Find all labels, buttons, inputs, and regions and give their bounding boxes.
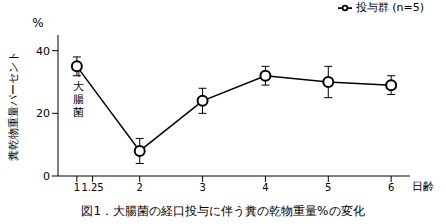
svg-text:日齢: 日齢 [412, 180, 434, 193]
svg-text:5: 5 [325, 182, 331, 193]
svg-text:1.25: 1.25 [81, 182, 103, 193]
html-text:図1．大腸菌の経口投与に伴う糞の乾物重量%の変化: 図1．大腸菌の経口投与に伴う糞の乾物重量%の変化 [81, 204, 365, 218]
svg-text:40: 40 [36, 45, 50, 58]
svg-text:0: 0 [43, 170, 50, 183]
html-text:投与群 (n=5): 投与群 (n=5) [355, 1, 424, 14]
svg-text:%: % [32, 16, 43, 30]
svg-text:大: 大 [73, 80, 84, 93]
svg-text:2: 2 [137, 182, 143, 193]
svg-text:1: 1 [74, 182, 80, 193]
svg-text:3: 3 [199, 182, 205, 193]
svg-text:菌: 菌 [73, 106, 84, 119]
svg-text:糞乾物重量パーセント: 糞乾物重量パーセント [8, 51, 20, 161]
svg-text:20: 20 [36, 107, 50, 120]
svg-text:腸: 腸 [73, 93, 84, 106]
svg-text:4: 4 [262, 182, 268, 193]
svg-text:6: 6 [388, 182, 394, 193]
